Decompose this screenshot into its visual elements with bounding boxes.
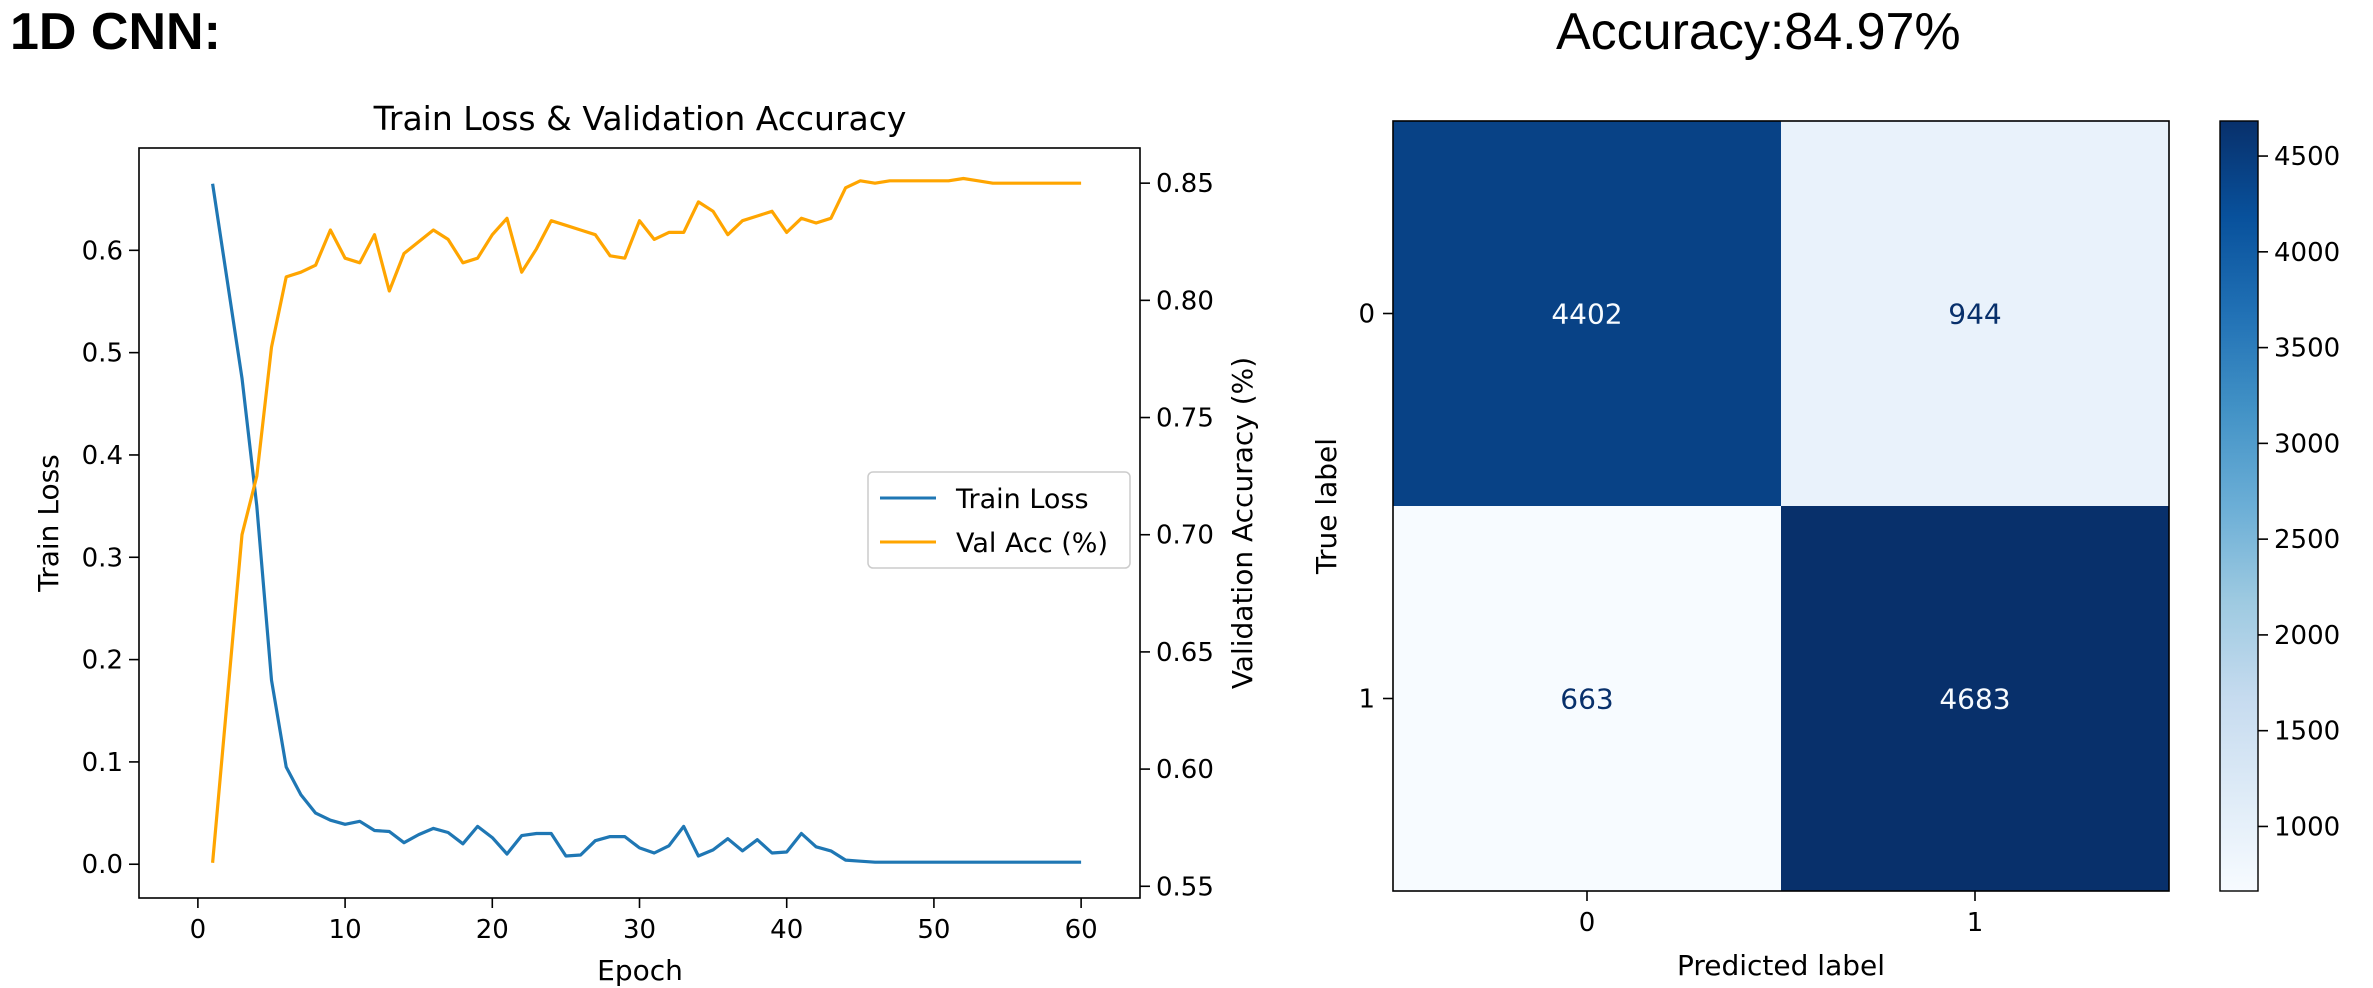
- colorbar-tick-label: 2000: [2274, 621, 2340, 651]
- cm-cell: [1781, 506, 2169, 891]
- series-line-1: [211, 176, 1082, 863]
- y2-tick-label: 0.60: [1156, 755, 1214, 785]
- y2-tick-label: 0.70: [1156, 521, 1214, 551]
- colorbar-tick-label: 3500: [2274, 334, 2340, 364]
- y-tick-label: 0.6: [82, 236, 123, 266]
- accuracy-label: Accuracy:84.97%: [1556, 3, 1961, 61]
- y2-axis-ticks: 0.55 0.60 0.65 0.70 0.75 0.80 0.85: [1140, 169, 1214, 902]
- confusion-matrix-cells: 4402 944 663 4683: [1393, 121, 2169, 891]
- colorbar-tick-label: 2500: [2274, 525, 2340, 555]
- x-tick-label: 30: [623, 915, 656, 945]
- cm-cell-value: 663: [1560, 683, 1613, 716]
- cm-y-axis-label: True label: [1310, 438, 1343, 575]
- y-axis-label: Train Loss: [32, 454, 65, 593]
- y-axis-ticks: 0.0 0.1 0.2 0.3 0.4 0.5 0.6: [82, 236, 139, 880]
- line-chart: Train Loss & Validation Accuracy 0 10 20 30…: [32, 99, 1259, 987]
- y-tick-label: 0.2: [82, 646, 123, 676]
- cm-y-tick-label: 0: [1358, 300, 1375, 330]
- y2-tick-label: 0.75: [1156, 404, 1214, 434]
- legend-label-train-loss: Train Loss: [955, 484, 1089, 515]
- x-tick-label: 10: [329, 915, 362, 945]
- cm-cell-value: 4402: [1551, 298, 1622, 331]
- y2-tick-label: 0.55: [1156, 872, 1214, 902]
- cm-cell: [1393, 506, 1781, 891]
- x-axis-label: Epoch: [597, 954, 683, 987]
- colorbar-tick-label: 1000: [2274, 812, 2340, 842]
- colorbar-tick-label: 1500: [2274, 717, 2340, 747]
- x-tick-label: 40: [770, 915, 803, 945]
- line-series-group: [211, 176, 1082, 864]
- colorbar-ticks: 1000 1500 2000 2500 3000 3500 4000 4500: [2258, 142, 2340, 842]
- page-heading: 1D CNN:: [10, 3, 221, 61]
- y-tick-label: 0.4: [82, 441, 123, 471]
- y-tick-label: 0.1: [82, 748, 123, 778]
- confusion-matrix-frame: [1392, 120, 2170, 892]
- cm-y-tick-label: 1: [1358, 685, 1375, 715]
- colorbar-tick-label: 4000: [2274, 238, 2340, 268]
- y-tick-label: 0.0: [82, 850, 123, 880]
- x-tick-label: 20: [476, 915, 509, 945]
- x-tick-label: 60: [1065, 915, 1098, 945]
- cm-cell: [1781, 121, 2169, 506]
- colorbar: [2219, 120, 2259, 892]
- cm-cell-value: 4683: [1939, 683, 2010, 716]
- cm-cell-value: 944: [1948, 298, 2001, 331]
- y-tick-label: 0.5: [82, 339, 123, 369]
- cm-cell: [1393, 121, 1781, 506]
- cm-x-tick-label: 0: [1579, 908, 1596, 938]
- x-tick-label: 50: [917, 915, 950, 945]
- y2-tick-label: 0.85: [1156, 169, 1214, 199]
- line-chart-title: Train Loss & Validation Accuracy: [373, 99, 907, 138]
- series-line-0: [211, 183, 1082, 864]
- x-tick-label: 0: [190, 915, 207, 945]
- y2-axis-label: Validation Accuracy (%): [1226, 357, 1259, 689]
- legend: Train Loss Val Acc (%): [867, 471, 1131, 569]
- colorbar-tick-label: 3000: [2274, 429, 2340, 459]
- cm-x-tick-label: 1: [1967, 908, 1984, 938]
- legend-box: [867, 471, 1131, 569]
- x-axis-ticks: 0 10 20 30 40 50 60: [190, 898, 1098, 945]
- colorbar-tick-label: 4500: [2274, 142, 2340, 172]
- y2-tick-label: 0.80: [1156, 286, 1214, 316]
- confusion-matrix: 4402 944 663 4683 0 1 0 1 Predicted label True…: [1310, 120, 2340, 982]
- cm-x-axis-label: Predicted label: [1677, 949, 1885, 982]
- y-tick-label: 0.3: [82, 543, 123, 573]
- y2-tick-label: 0.65: [1156, 638, 1214, 668]
- legend-label-val-acc: Val Acc (%): [956, 528, 1108, 559]
- confusion-matrix-ticks: 0 1 0 1: [1358, 300, 1983, 939]
